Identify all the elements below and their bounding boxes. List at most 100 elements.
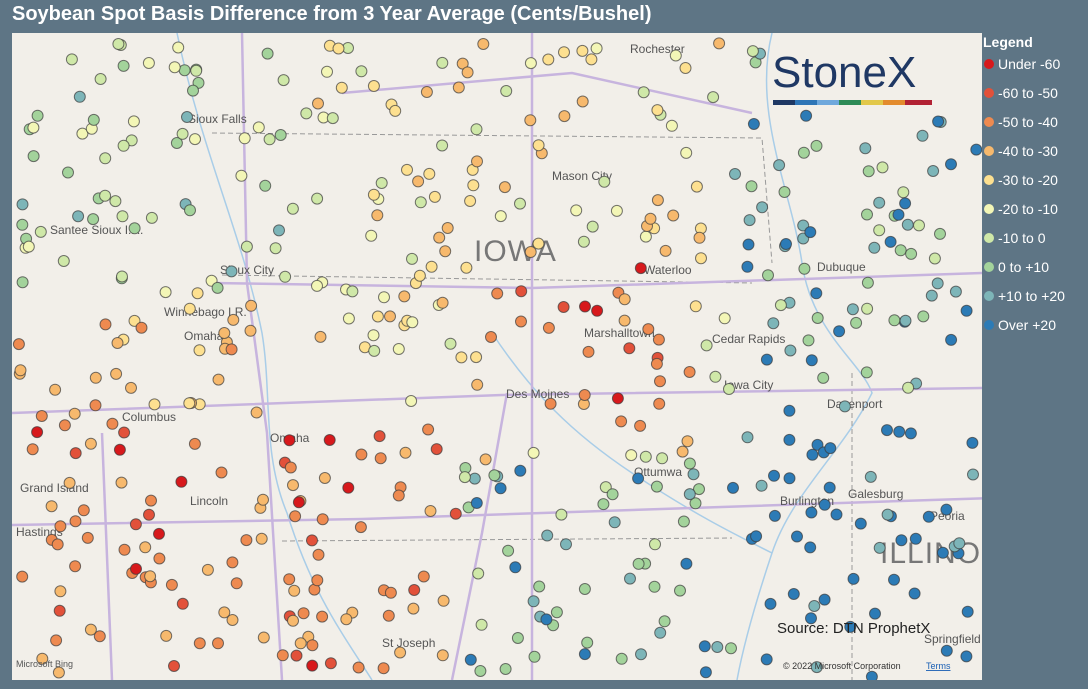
place-label: Ottumwa bbox=[634, 465, 682, 479]
station-marker bbox=[475, 618, 488, 631]
station-marker bbox=[316, 513, 329, 526]
station-marker bbox=[693, 231, 706, 244]
station-marker bbox=[817, 371, 830, 384]
station-marker bbox=[876, 161, 889, 174]
station-marker bbox=[611, 392, 624, 405]
station-marker bbox=[365, 229, 378, 242]
station-marker bbox=[838, 400, 851, 413]
station-marker bbox=[625, 449, 638, 462]
station-marker bbox=[810, 661, 823, 674]
station-marker bbox=[488, 469, 501, 482]
station-marker bbox=[312, 97, 324, 110]
legend-item: -30 to -20 bbox=[983, 172, 1088, 201]
legend-item: Under -60 bbox=[983, 56, 1088, 85]
station-marker bbox=[412, 175, 425, 188]
station-marker bbox=[326, 112, 339, 125]
station-markers bbox=[12, 37, 982, 680]
station-marker bbox=[417, 570, 430, 583]
station-marker bbox=[191, 287, 204, 300]
station-marker bbox=[498, 181, 511, 194]
station-marker bbox=[367, 188, 380, 201]
station-marker bbox=[597, 498, 610, 511]
station-marker bbox=[68, 407, 81, 420]
station-marker bbox=[713, 37, 726, 50]
station-marker bbox=[690, 180, 703, 193]
station-marker bbox=[452, 81, 465, 94]
station-marker bbox=[762, 269, 774, 282]
station-marker bbox=[464, 195, 477, 207]
station-marker bbox=[346, 285, 359, 298]
terms-link[interactable]: Terms bbox=[926, 661, 951, 671]
station-marker bbox=[677, 515, 690, 528]
station-marker bbox=[22, 240, 35, 253]
station-marker bbox=[109, 195, 122, 208]
station-marker bbox=[859, 142, 872, 155]
station-marker bbox=[905, 247, 918, 260]
station-marker bbox=[711, 641, 724, 653]
station-marker bbox=[183, 302, 196, 315]
station-marker bbox=[72, 210, 85, 223]
place-label: Galesburg bbox=[848, 487, 903, 501]
station-marker bbox=[89, 371, 102, 384]
station-marker bbox=[639, 230, 652, 243]
station-marker bbox=[511, 632, 524, 644]
station-marker bbox=[117, 139, 130, 152]
station-marker bbox=[276, 649, 289, 662]
station-marker bbox=[901, 218, 914, 231]
station-marker bbox=[160, 629, 173, 642]
station-marker bbox=[570, 204, 583, 217]
place-label: Sioux Falls bbox=[188, 112, 247, 126]
station-marker bbox=[824, 442, 837, 455]
station-marker bbox=[479, 453, 492, 466]
station-marker bbox=[577, 235, 590, 248]
station-marker bbox=[936, 546, 949, 559]
station-marker bbox=[225, 343, 238, 356]
station-marker bbox=[618, 314, 631, 327]
station-marker bbox=[470, 497, 483, 509]
place-label: Omaha bbox=[184, 329, 224, 343]
station-marker bbox=[606, 488, 619, 501]
station-marker bbox=[382, 609, 395, 622]
station-marker bbox=[16, 276, 29, 289]
station-marker bbox=[861, 208, 873, 221]
station-marker bbox=[780, 238, 792, 250]
station-marker bbox=[31, 426, 44, 439]
station-marker bbox=[184, 204, 196, 217]
station-marker bbox=[922, 510, 935, 523]
station-marker bbox=[865, 670, 878, 680]
station-marker bbox=[378, 291, 390, 304]
station-marker bbox=[127, 115, 140, 128]
station-marker bbox=[524, 246, 537, 258]
station-marker bbox=[311, 192, 324, 205]
station-marker bbox=[805, 506, 818, 519]
station-marker bbox=[183, 397, 196, 410]
station-marker bbox=[654, 626, 667, 639]
station-marker bbox=[324, 657, 337, 670]
station-marker bbox=[773, 159, 786, 172]
legend-swatch bbox=[984, 204, 994, 214]
station-marker bbox=[311, 279, 323, 292]
station-marker bbox=[168, 660, 180, 672]
logo-text: StoneX bbox=[772, 48, 916, 97]
station-marker bbox=[873, 196, 886, 209]
legend-swatch bbox=[984, 262, 994, 272]
station-marker bbox=[532, 139, 545, 152]
station-marker bbox=[860, 366, 873, 379]
station-marker bbox=[925, 289, 938, 302]
station-marker bbox=[384, 310, 396, 323]
station-marker bbox=[263, 133, 276, 146]
station-marker bbox=[540, 613, 553, 626]
copyright: © 2022 Microsoft Corporation bbox=[783, 661, 901, 671]
station-marker bbox=[408, 584, 421, 596]
station-marker bbox=[695, 252, 707, 265]
station-marker bbox=[255, 532, 268, 545]
station-marker bbox=[36, 652, 49, 665]
station-marker bbox=[371, 209, 384, 222]
station-marker bbox=[62, 166, 74, 179]
station-marker bbox=[57, 255, 70, 267]
station-marker bbox=[680, 146, 693, 159]
station-marker bbox=[928, 252, 941, 265]
station-marker bbox=[468, 472, 481, 485]
station-marker bbox=[477, 38, 490, 50]
station-marker bbox=[129, 518, 142, 531]
